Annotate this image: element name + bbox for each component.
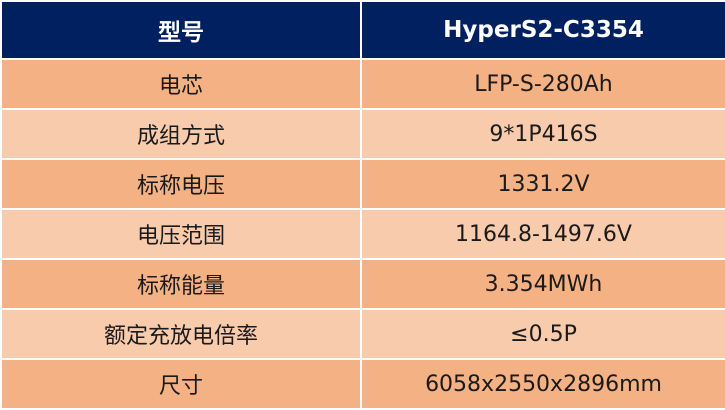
table-row-voltage-range: 电压范围 1164.8-1497.6V xyxy=(0,208,725,260)
table-row-nominal-voltage: 标称电压 1331.2V xyxy=(0,158,725,210)
row-label: 成组方式 xyxy=(0,108,362,160)
table-row-dimensions: 尺寸 6058x2550x2896mm xyxy=(0,358,725,410)
row-value: LFP-S-280Ah xyxy=(360,58,725,110)
table-row-nominal-energy: 标称能量 3.354MWh xyxy=(0,258,725,310)
row-label: 尺寸 xyxy=(0,358,362,410)
row-label: 标称能量 xyxy=(0,258,362,310)
row-value: 1331.2V xyxy=(360,158,725,210)
table-body: 电芯 LFP-S-280Ah 成组方式 9*1P416S 标称电压 1331.2… xyxy=(0,58,725,410)
row-value: 9*1P416S xyxy=(360,108,725,160)
table-row-configuration: 成组方式 9*1P416S xyxy=(0,108,725,160)
row-label: 电压范围 xyxy=(0,208,362,260)
header-model-cell: HyperS2-C3354 xyxy=(360,0,725,60)
table-header: 型号 HyperS2-C3354 xyxy=(0,0,725,60)
table-row-cell-type: 电芯 LFP-S-280Ah xyxy=(0,58,725,110)
header-label-cell: 型号 xyxy=(0,0,362,60)
row-label: 标称电压 xyxy=(0,158,362,210)
row-value: ≤0.5P xyxy=(360,308,725,360)
row-label: 额定充放电倍率 xyxy=(0,308,362,360)
table-row-rated-rate: 额定充放电倍率 ≤0.5P xyxy=(0,308,725,360)
header-row: 型号 HyperS2-C3354 xyxy=(0,0,725,60)
row-value: 3.354MWh xyxy=(360,258,725,310)
row-label: 电芯 xyxy=(0,58,362,110)
row-value: 1164.8-1497.6V xyxy=(360,208,725,260)
row-value: 6058x2550x2896mm xyxy=(360,358,725,410)
